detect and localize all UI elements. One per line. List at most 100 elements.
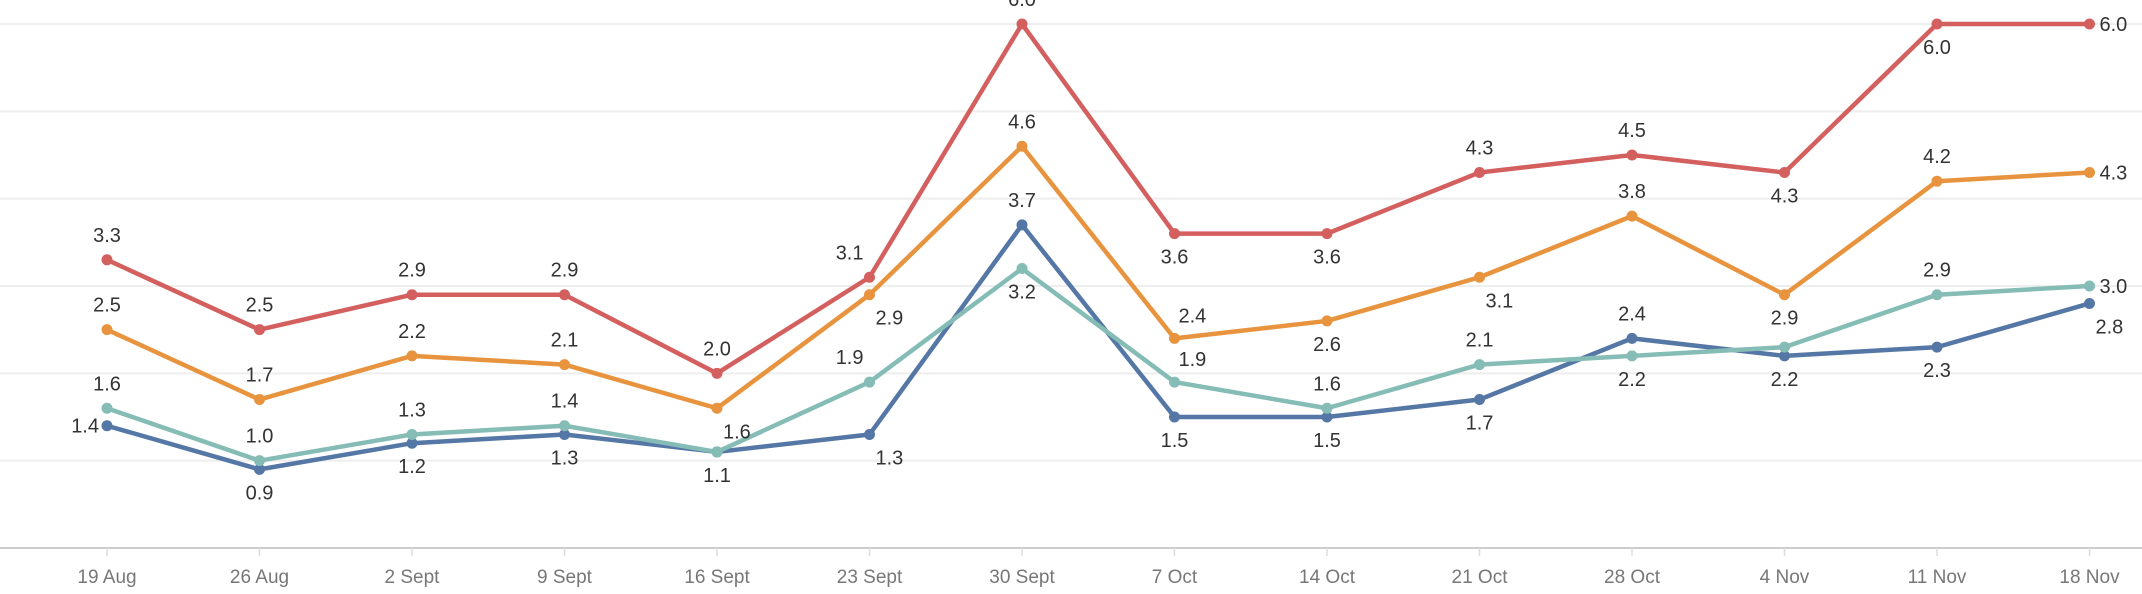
data-label-orange: 1.6 — [723, 421, 751, 443]
data-point-blue — [1931, 341, 1943, 353]
data-point-orange — [559, 359, 570, 371]
x-tick-label: 2 Sept — [385, 567, 441, 588]
series-line-red — [106, 21, 2090, 376]
data-point-red — [1779, 166, 1790, 178]
data-label-orange: 4.3 — [2100, 162, 2128, 184]
data-label-blue: 0.9 — [246, 482, 274, 504]
data-point-blue — [1016, 219, 1028, 231]
data-point-orange — [406, 350, 418, 362]
data-point-blue — [864, 428, 875, 440]
series-line-teal — [106, 266, 2090, 463]
x-tick-label: 21 Oct — [1452, 567, 1509, 588]
data-label-teal: 2.2 — [1618, 369, 1646, 391]
data-label-red: 4.3 — [1771, 185, 1799, 207]
data-point-teal — [406, 428, 418, 440]
data-label-blue: 2.8 — [2096, 316, 2124, 338]
data-point-blue — [1626, 332, 1638, 344]
data-point-teal — [254, 455, 265, 467]
data-label-teal: 1.6 — [1313, 373, 1341, 395]
data-label-red: 3.3 — [93, 225, 121, 247]
data-point-teal — [101, 402, 113, 414]
data-label-red: 6.0 — [1923, 37, 1951, 59]
data-label-orange: 2.1 — [551, 330, 579, 352]
data-point-teal — [1016, 263, 1028, 275]
data-label-blue: 2.3 — [1923, 360, 1951, 382]
data-point-teal — [1626, 350, 1638, 362]
data-point-red — [1016, 18, 1028, 30]
data-label-teal: 2.9 — [1923, 260, 1951, 282]
data-label-red: 6.0 — [2100, 14, 2128, 36]
data-label-red: 3.6 — [1313, 247, 1341, 269]
data-point-orange — [864, 289, 875, 301]
data-point-orange — [1321, 315, 1333, 327]
data-point-blue — [1321, 411, 1333, 423]
data-label-orange: 2.5 — [93, 295, 121, 317]
data-point-orange — [1779, 289, 1790, 301]
data-label-teal: 3.0 — [2100, 276, 2128, 298]
data-label-orange: 2.9 — [876, 308, 904, 330]
data-point-teal — [559, 420, 570, 432]
data-point-orange — [1931, 175, 1943, 187]
x-tick-label: 7 Oct — [1152, 567, 1198, 588]
data-point-red — [559, 289, 570, 301]
data-label-blue: 1.7 — [1466, 413, 1494, 435]
data-label-red: 2.9 — [551, 260, 579, 282]
data-point-teal — [1474, 359, 1485, 371]
data-point-blue — [1474, 394, 1485, 406]
data-point-orange — [2084, 166, 2095, 178]
data-point-teal — [1321, 402, 1333, 414]
data-point-teal — [711, 446, 723, 458]
x-tick-label: 26 Aug — [230, 567, 289, 588]
data-point-red — [406, 289, 418, 301]
data-point-orange — [254, 394, 265, 406]
x-tick-label: 16 Sept — [684, 567, 750, 588]
data-label-teal: 1.4 — [551, 391, 579, 413]
data-label-red: 4.5 — [1618, 120, 1646, 142]
data-label-teal: 1.9 — [1179, 349, 1207, 371]
data-label-teal: 1.0 — [246, 426, 274, 448]
x-tick-label: 23 Sept — [837, 567, 903, 588]
data-point-blue — [559, 428, 570, 440]
data-label-teal: 2.1 — [1466, 330, 1494, 352]
data-point-orange — [1016, 140, 1028, 152]
x-tick-label: 14 Oct — [1299, 567, 1356, 588]
data-point-orange — [101, 324, 113, 336]
x-tick-label: 11 Nov — [1908, 567, 1967, 588]
data-point-red — [1626, 149, 1638, 161]
series-line-orange — [106, 144, 2090, 411]
x-tick-label: 19 Aug — [77, 567, 136, 588]
data-point-red — [1474, 166, 1485, 178]
data-point-orange — [711, 402, 723, 414]
data-label-orange: 1.7 — [246, 365, 274, 387]
x-tick-label: 18 Nov — [2059, 567, 2120, 588]
data-label-blue: 3.7 — [1008, 190, 1036, 212]
data-label-red: 3.6 — [1161, 247, 1189, 269]
data-label-orange: 2.9 — [1771, 308, 1799, 330]
data-label-blue: 1.3 — [551, 447, 579, 469]
data-point-red — [101, 254, 113, 266]
data-label-red: 6.0 — [1008, 0, 1036, 11]
data-point-red — [864, 271, 875, 283]
data-label-orange: 4.2 — [1923, 146, 1951, 168]
data-label-blue: 1.5 — [1313, 430, 1341, 452]
data-label-orange: 2.2 — [398, 321, 426, 343]
data-label-orange: 3.8 — [1618, 181, 1646, 203]
data-point-blue — [101, 420, 113, 432]
data-label-red: 2.0 — [703, 338, 731, 360]
data-label-orange: 4.6 — [1008, 111, 1036, 133]
x-tick-label: 28 Oct — [1604, 567, 1661, 588]
data-label-blue: 1.1 — [703, 465, 731, 487]
data-point-blue — [2084, 297, 2095, 309]
data-point-orange — [1474, 271, 1485, 283]
data-point-teal — [2084, 280, 2095, 292]
data-label-orange: 2.6 — [1313, 334, 1341, 356]
data-label-teal: 1.6 — [93, 373, 121, 395]
data-label-blue: 1.4 — [71, 416, 99, 438]
x-tick-label: 4 Nov — [1760, 567, 1810, 588]
data-label-blue: 2.2 — [1771, 369, 1799, 391]
data-label-blue: 1.2 — [398, 456, 426, 478]
data-point-teal — [1779, 341, 1790, 353]
data-label-red: 2.9 — [398, 260, 426, 282]
data-label-red: 2.5 — [246, 295, 274, 317]
